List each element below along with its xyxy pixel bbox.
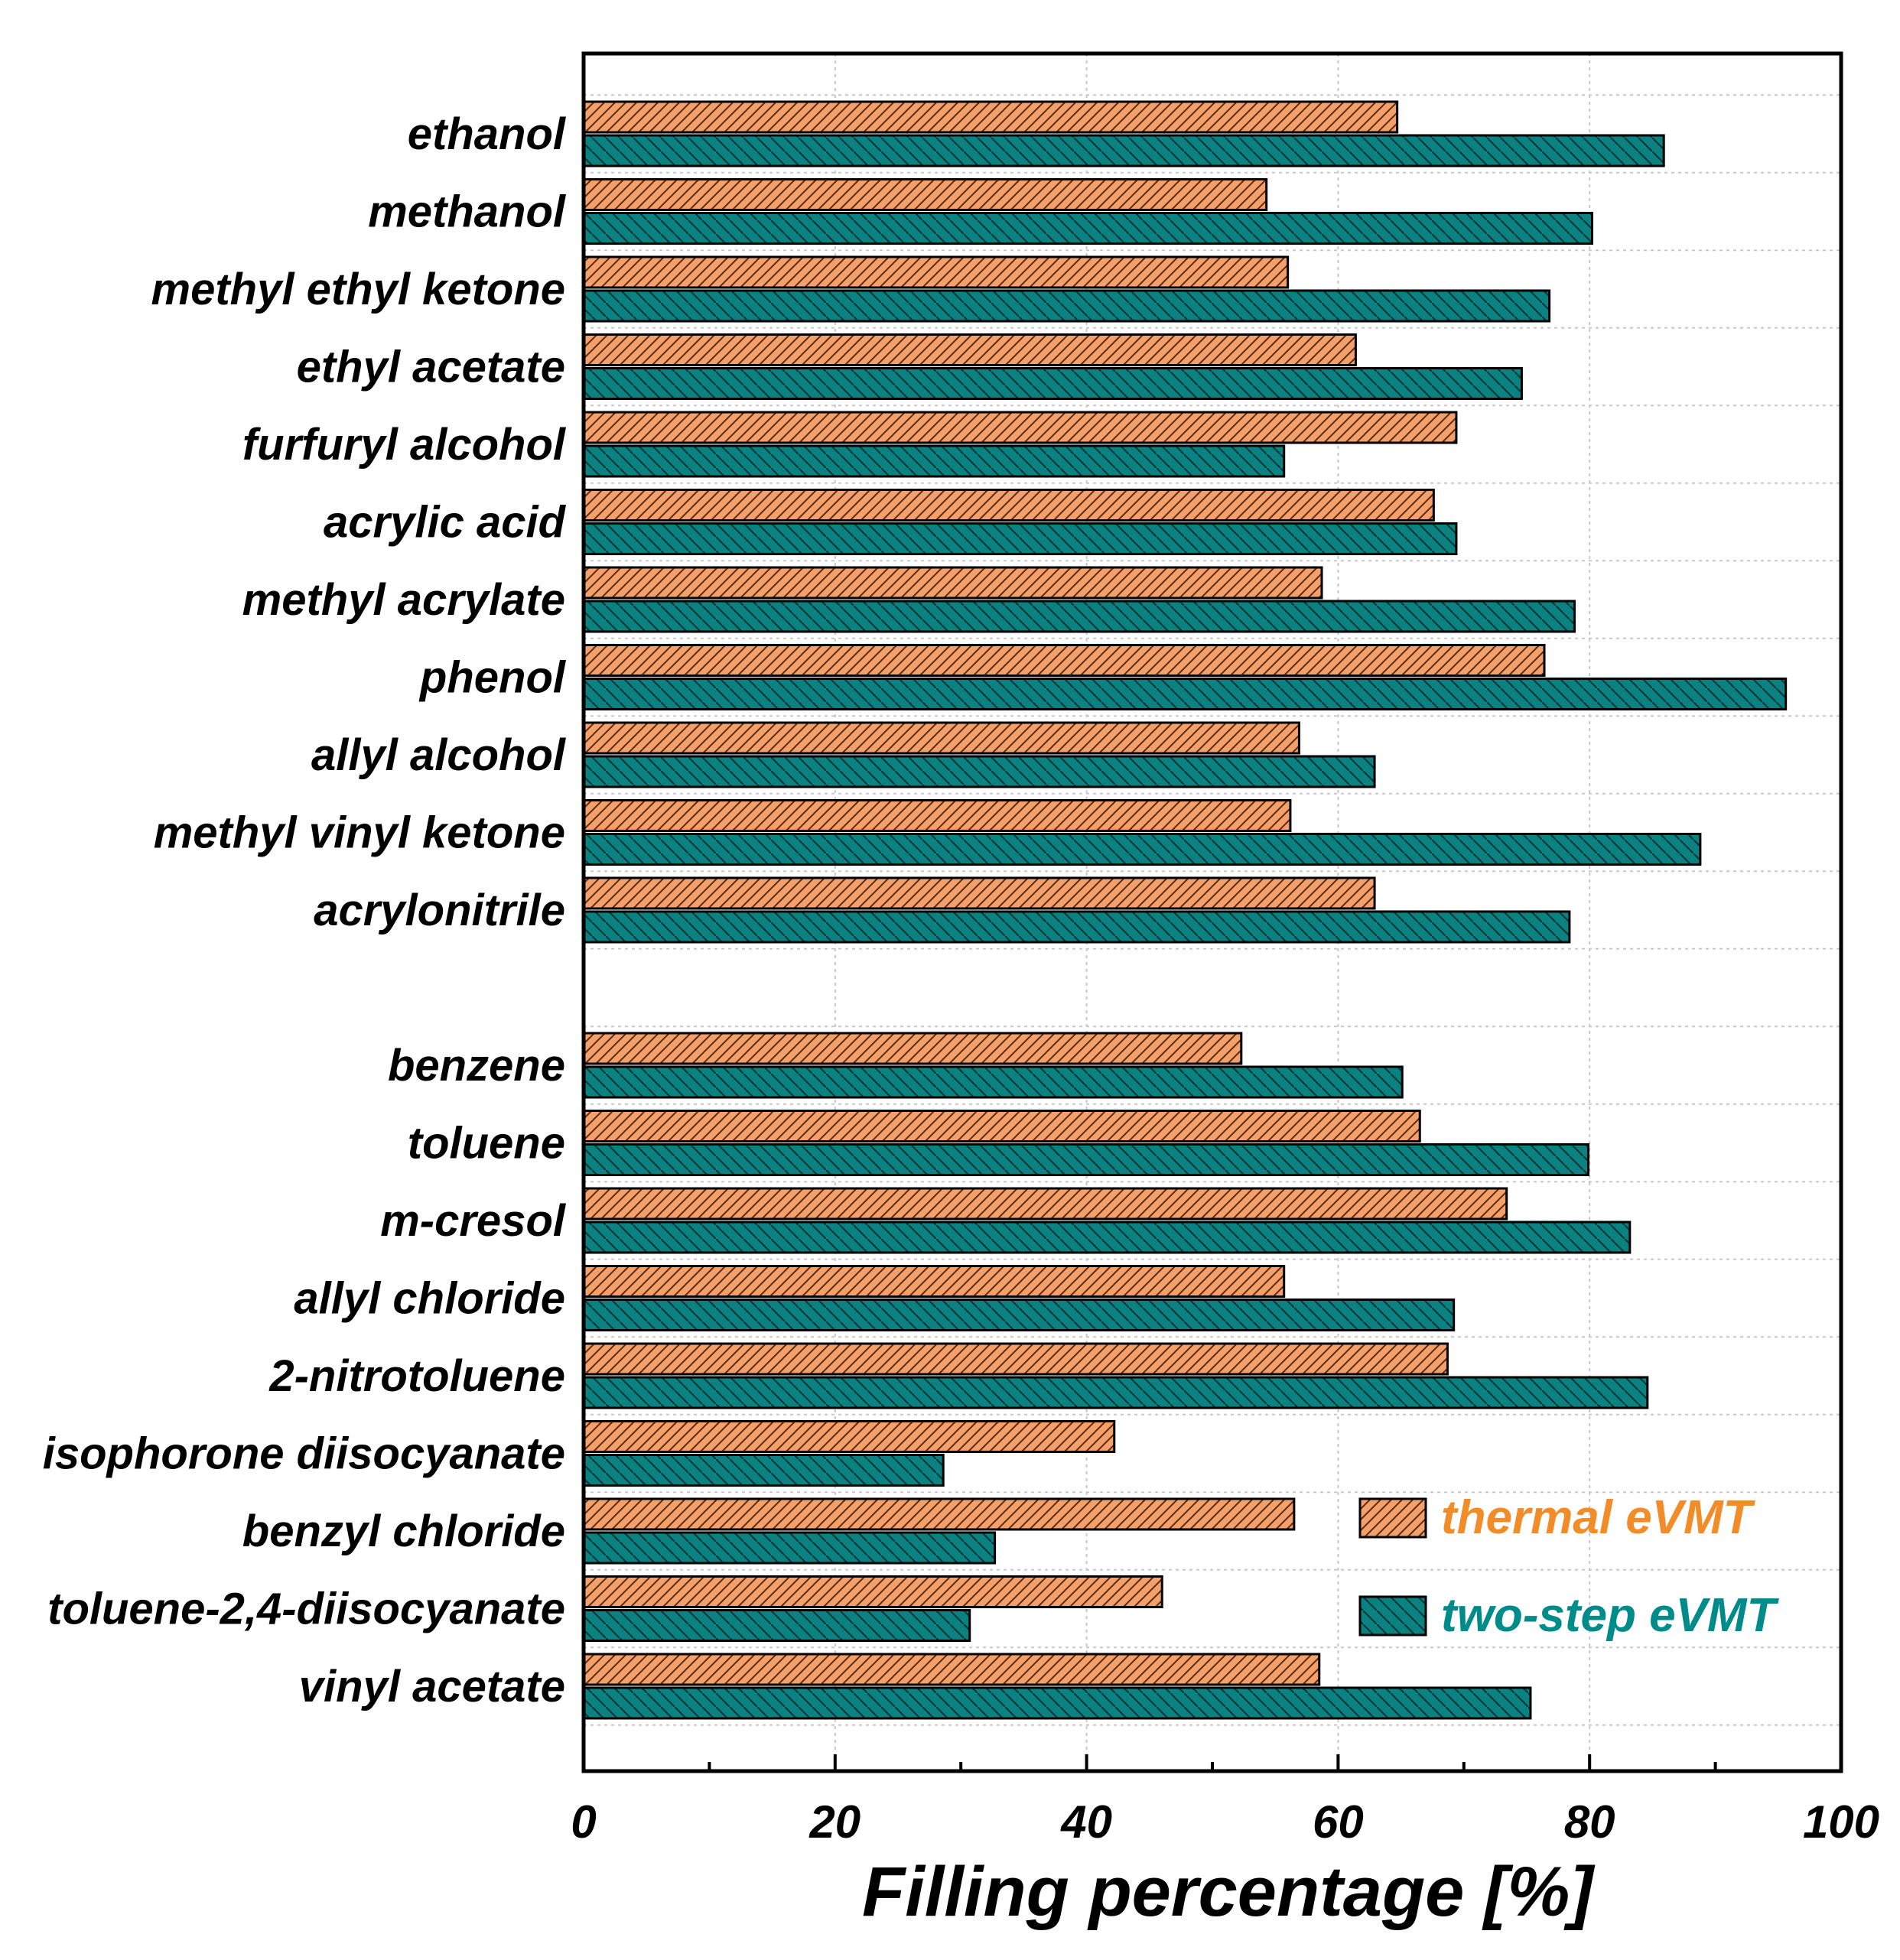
bar-two-step-allyl-chloride xyxy=(582,1299,1456,1331)
bar-thermal-m-cresol xyxy=(582,1187,1508,1221)
category-label-toluene-2-4-diisocyanate: toluene-2,4-diisocyanate xyxy=(47,1585,565,1634)
bar-two-step-benzyl-chloride xyxy=(582,1531,997,1565)
legend-swatch-two-step xyxy=(1358,1595,1427,1637)
bar-two-step-methyl-acrylate xyxy=(582,600,1576,633)
bar-thermal-benzyl-chloride xyxy=(582,1497,1296,1531)
legend: thermal eVMT two-step eVMT xyxy=(1358,1491,1780,1642)
category-label-allyl-chloride: allyl chloride xyxy=(294,1274,565,1324)
gridlines xyxy=(584,54,1841,1771)
bar-thermal-allyl-chloride xyxy=(582,1265,1286,1298)
x-tick-label-40: 40 xyxy=(1060,1796,1112,1848)
bar-two-step-toluene-2-4-diisocyanate xyxy=(582,1609,971,1642)
bar-two-step-methyl-vinyl-ketone xyxy=(582,833,1702,866)
category-label-methyl-vinyl-ketone: methyl vinyl ketone xyxy=(154,808,565,858)
category-label-benzene: benzene xyxy=(388,1041,565,1091)
category-label-toluene: toluene xyxy=(408,1119,565,1169)
legend-swatch-thermal xyxy=(1358,1497,1427,1539)
bar-two-step-benzene xyxy=(582,1065,1404,1099)
bar-thermal-methyl-ethyl-ketone xyxy=(582,255,1290,289)
legend-label-two-step: two-step eVMT xyxy=(1441,1589,1780,1642)
bar-thermal-ethyl-acetate xyxy=(582,333,1357,366)
category-label-ethanol: ethanol xyxy=(408,109,567,159)
bar-two-step-allyl-alcohol xyxy=(582,755,1376,788)
category-label-allyl-alcohol: allyl alcohol xyxy=(311,730,567,780)
legend-label-thermal: thermal eVMT xyxy=(1441,1491,1756,1544)
bar-thermal-furfuryl-alcohol xyxy=(582,411,1458,444)
bar-two-step-methanol xyxy=(582,212,1593,245)
bar-two-step-vinyl-acetate xyxy=(582,1686,1532,1720)
x-axis-ticks xyxy=(582,1754,1843,1771)
bar-two-step-phenol xyxy=(582,678,1788,710)
bar-thermal-acrylonitrile xyxy=(582,876,1376,910)
bar-thermal-toluene-2-4-diisocyanate xyxy=(582,1575,1163,1608)
bar-thermal-ethanol xyxy=(582,100,1399,134)
category-label-isophorone-diisocyanate: isophorone diisocyanate xyxy=(43,1429,565,1479)
category-label-furfuryl-alcohol: furfuryl alcohol xyxy=(242,420,567,470)
category-label-vinyl-acetate: vinyl acetate xyxy=(299,1662,565,1711)
x-tick-label-80: 80 xyxy=(1564,1796,1615,1848)
bar-thermal-vinyl-acetate xyxy=(582,1653,1321,1686)
bar-thermal-isophorone-diisocyanate xyxy=(582,1420,1116,1453)
x-tick-label-0: 0 xyxy=(571,1796,596,1848)
bar-two-step-m-cresol xyxy=(582,1221,1632,1254)
category-label-methyl-ethyl-ketone: methyl ethyl ketone xyxy=(151,265,565,314)
x-axis-tick-labels: 0 20 40 60 80 100 xyxy=(571,1796,1879,1848)
category-label-acrylonitrile: acrylonitrile xyxy=(314,886,565,935)
bar-thermal-toluene xyxy=(582,1110,1421,1143)
bar-two-step-acrylic-acid xyxy=(582,522,1458,555)
x-axis-title: Filling percentage [%] xyxy=(862,1853,1596,1931)
bar-two-step-ethanol xyxy=(582,134,1665,167)
x-tick-label-20: 20 xyxy=(808,1796,861,1848)
bar-two-step-methyl-ethyl-ketone xyxy=(582,289,1551,323)
bar-thermal-phenol xyxy=(582,644,1546,677)
bar-two-step-isophorone-diisocyanate xyxy=(582,1454,945,1487)
category-label-benzyl-chloride: benzyl chloride xyxy=(242,1507,565,1556)
bar-thermal-methyl-vinyl-ketone xyxy=(582,799,1292,832)
x-tick-label-100: 100 xyxy=(1803,1796,1879,1848)
category-label-methanol: methanol xyxy=(368,187,567,237)
category-label-ethyl-acetate: ethyl acetate xyxy=(297,343,565,392)
bar-thermal-acrylic-acid xyxy=(582,489,1435,522)
bar-thermal-benzene xyxy=(582,1032,1243,1065)
bars xyxy=(582,100,1788,1720)
bar-thermal-methyl-acrylate xyxy=(582,566,1323,600)
bar-thermal-2-nitrotoluene xyxy=(582,1342,1449,1376)
category-label-methyl-acrylate: methyl acrylate xyxy=(242,575,565,625)
bar-two-step-2-nitrotoluene xyxy=(582,1376,1649,1409)
x-tick-label-60: 60 xyxy=(1313,1796,1364,1848)
category-label-m-cresol: m-cresol xyxy=(380,1196,567,1246)
y-axis-category-labels: ethanol methanol methyl ethyl ketone ethyl … xyxy=(43,109,567,1711)
bar-thermal-allyl-alcohol xyxy=(582,721,1300,755)
bar-thermal-methanol xyxy=(582,178,1268,211)
category-label-phenol: phenol xyxy=(418,653,567,703)
category-label-2-nitrotoluene: 2-nitrotoluene xyxy=(268,1351,565,1401)
bar-two-step-furfuryl-alcohol xyxy=(582,444,1286,478)
bar-two-step-acrylonitrile xyxy=(582,910,1571,944)
bar-two-step-toluene xyxy=(582,1143,1590,1176)
bar-two-step-ethyl-acetate xyxy=(582,367,1523,400)
category-label-acrylic-acid: acrylic acid xyxy=(324,498,567,548)
